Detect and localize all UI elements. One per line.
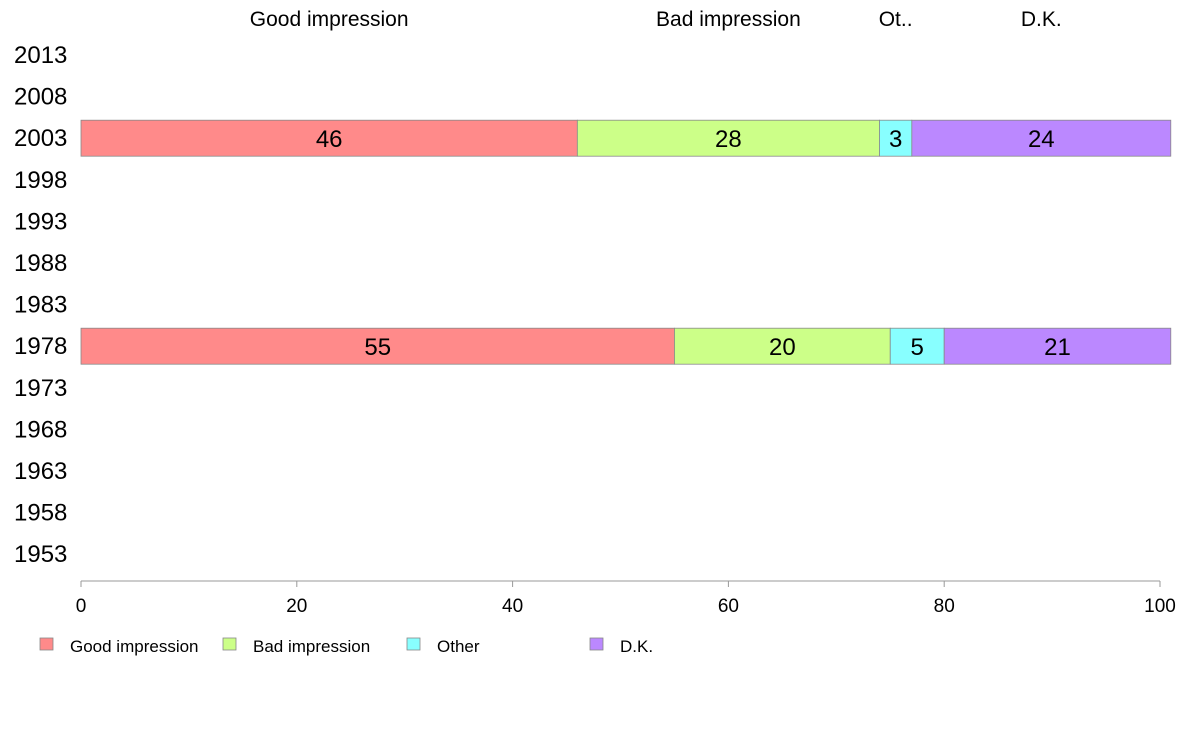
bar-segment-2003-3 — [911, 119, 1172, 157]
bar-segment-1978-2 — [889, 327, 945, 365]
bar-segment-2003-0 — [80, 119, 578, 157]
y-tick-label-2008: 2008 — [14, 84, 67, 111]
data-label-1978-0: 55 — [364, 334, 391, 361]
y-tick-label-1958: 1958 — [14, 500, 67, 527]
y-tick-label-2003: 2003 — [14, 125, 67, 152]
data-label-1978-2: 5 — [911, 334, 924, 361]
y-tick-label-2013: 2013 — [14, 42, 67, 69]
y-tick-label-1998: 1998 — [14, 167, 67, 194]
legend-label-2: Other — [437, 637, 480, 656]
y-axis: 2013 2008 2003 1998 1993 1988 1983 1978 1973 1968… — [14, 42, 67, 568]
column-header-0: Good impression — [250, 8, 409, 31]
column-header-1: Bad impression — [656, 8, 801, 31]
data-label-2003-3: 24 — [1028, 126, 1055, 153]
bar-segment-1978-3 — [943, 327, 1172, 365]
data-label-1978-3: 21 — [1044, 334, 1071, 361]
x-tick-label-0: 0 — [76, 596, 87, 617]
x-tick-label-100: 100 — [1144, 596, 1176, 617]
y-tick-label-1983: 1983 — [14, 292, 67, 319]
y-tick-label-1993: 1993 — [14, 208, 67, 235]
y-tick-label-1978: 1978 — [14, 333, 67, 360]
legend-label-3: D.K. — [620, 637, 653, 656]
x-axis: 0 20 40 60 80 100 — [76, 580, 1176, 617]
legend-swatch-0 — [39, 637, 54, 651]
legend-swatch-1 — [222, 637, 237, 651]
column-header-3: D.K. — [1021, 8, 1062, 31]
bar-segment-2003-2 — [879, 119, 913, 157]
bars: 46 28 3 24 55 20 5 21 — [80, 119, 1172, 365]
legend-label-0: Good impression — [70, 637, 199, 656]
x-tick-label-20: 20 — [286, 596, 307, 617]
y-tick-label-1953: 1953 — [14, 541, 67, 568]
legend-swatch-2 — [406, 637, 421, 651]
x-tick-label-80: 80 — [934, 596, 955, 617]
legend-label-1: Bad impression — [253, 637, 370, 656]
data-label-2003-2: 3 — [889, 126, 902, 153]
y-tick-label-1973: 1973 — [14, 375, 67, 402]
legend-swatch-3 — [589, 637, 604, 651]
y-tick-label-1988: 1988 — [14, 250, 67, 277]
legend: Good impression Bad impression Other D.K. — [39, 637, 653, 656]
data-label-2003-0: 46 — [316, 126, 343, 153]
x-tick-label-40: 40 — [502, 596, 523, 617]
y-tick-label-1968: 1968 — [14, 416, 67, 443]
bar-segment-1978-0 — [80, 327, 675, 365]
column-header-2: Ot.. — [879, 8, 913, 31]
bar-segment-2003-1 — [576, 119, 880, 157]
data-label-1978-1: 20 — [769, 334, 796, 361]
column-headers: Good impression Bad impression Ot.. D.K. — [250, 8, 1062, 31]
bar-segment-1978-1 — [674, 327, 891, 365]
x-tick-label-60: 60 — [718, 596, 739, 617]
y-tick-label-1963: 1963 — [14, 458, 67, 485]
data-label-2003-1: 28 — [715, 126, 742, 153]
